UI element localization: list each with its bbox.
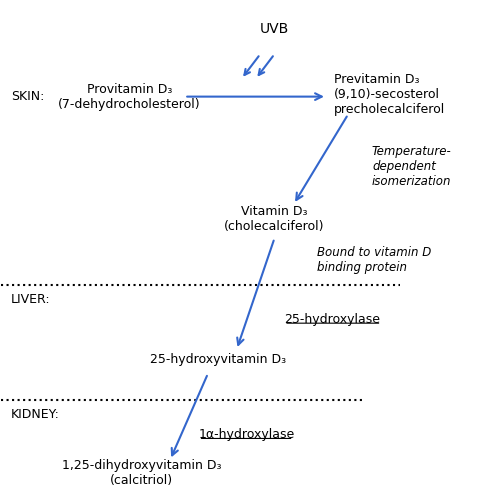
Text: 25-hydroxyvitamin D₃: 25-hydroxyvitamin D₃ [150, 353, 286, 366]
Text: 1α-hydroxylase: 1α-hydroxylase [198, 428, 295, 442]
Text: SKIN:: SKIN: [11, 90, 44, 103]
Text: UVB: UVB [260, 22, 289, 36]
Text: Temperature-
dependent
isomerization: Temperature- dependent isomerization [372, 145, 452, 188]
Text: 1,25-dihydroxyvitamin D₃
(calcitriol): 1,25-dihydroxyvitamin D₃ (calcitriol) [62, 459, 221, 486]
Text: Bound to vitamin D
binding protein: Bound to vitamin D binding protein [317, 245, 432, 274]
Text: KIDNEY:: KIDNEY: [11, 408, 60, 421]
Text: Provitamin D₃
(7-dehydrocholesterol): Provitamin D₃ (7-dehydrocholesterol) [58, 83, 201, 110]
Text: Previtamin D₃
(9,10)-secosterol
precholecalciferol: Previtamin D₃ (9,10)-secosterol prechole… [334, 73, 445, 115]
Text: Vitamin D₃
(cholecalciferol): Vitamin D₃ (cholecalciferol) [224, 206, 325, 233]
Text: LIVER:: LIVER: [11, 293, 51, 306]
Text: 25-hydroxylase: 25-hydroxylase [284, 313, 380, 326]
